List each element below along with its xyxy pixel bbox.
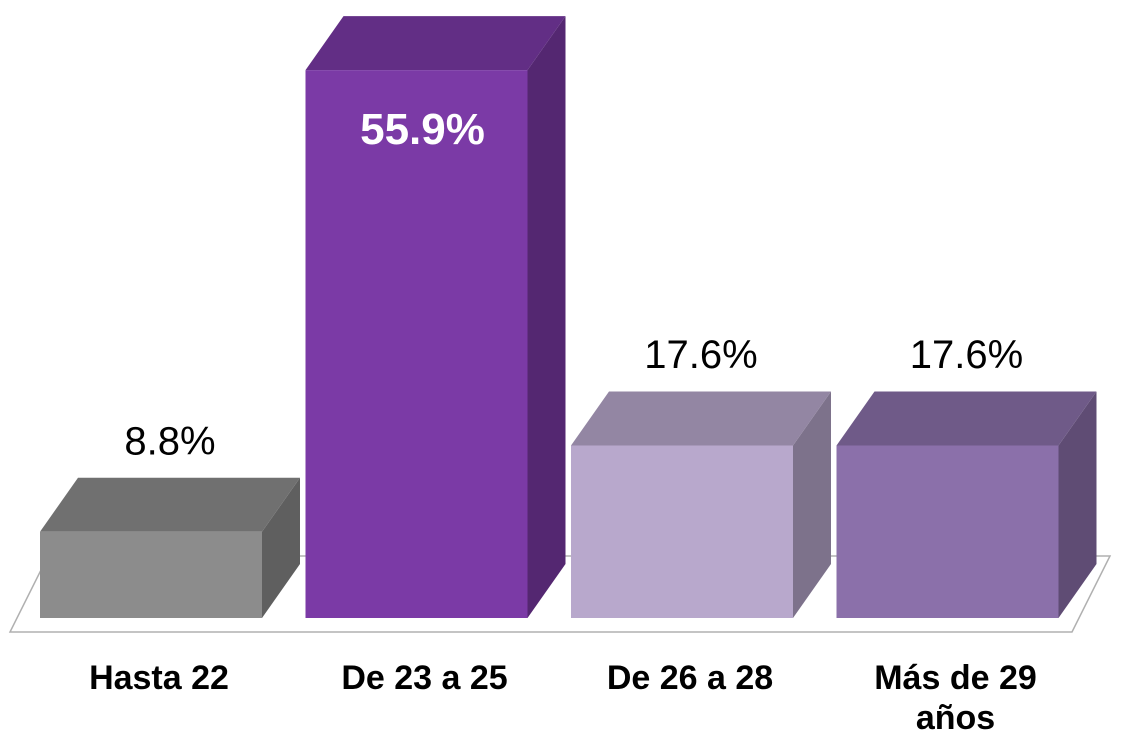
value-label: 55.9% (360, 105, 485, 154)
x-tick-label: Hasta 22 (89, 659, 229, 697)
bar-top (40, 477, 300, 532)
x-tick-label: Más de 29 años (874, 659, 1037, 737)
bar-side (527, 16, 566, 619)
value-label: 17.6% (910, 333, 1023, 377)
bar-top (571, 391, 831, 446)
bar-front (40, 531, 262, 618)
bar-front (571, 445, 793, 618)
floor (8, 555, 1112, 633)
bar-side (1058, 391, 1097, 618)
x-tick-label: De 23 a 25 (341, 659, 508, 697)
bar-side (793, 391, 831, 618)
value-label: 17.6% (644, 333, 757, 377)
bar-front (836, 445, 1059, 618)
bar (571, 391, 831, 618)
bar (40, 477, 300, 618)
bar-side (262, 477, 300, 618)
value-label: 8.8% (124, 419, 215, 463)
bar (305, 16, 566, 619)
bar-front (305, 70, 528, 619)
bar-top (305, 16, 566, 71)
bar-top (836, 391, 1097, 446)
bar (836, 391, 1097, 618)
x-tick-label: De 26 a 28 (606, 659, 774, 697)
